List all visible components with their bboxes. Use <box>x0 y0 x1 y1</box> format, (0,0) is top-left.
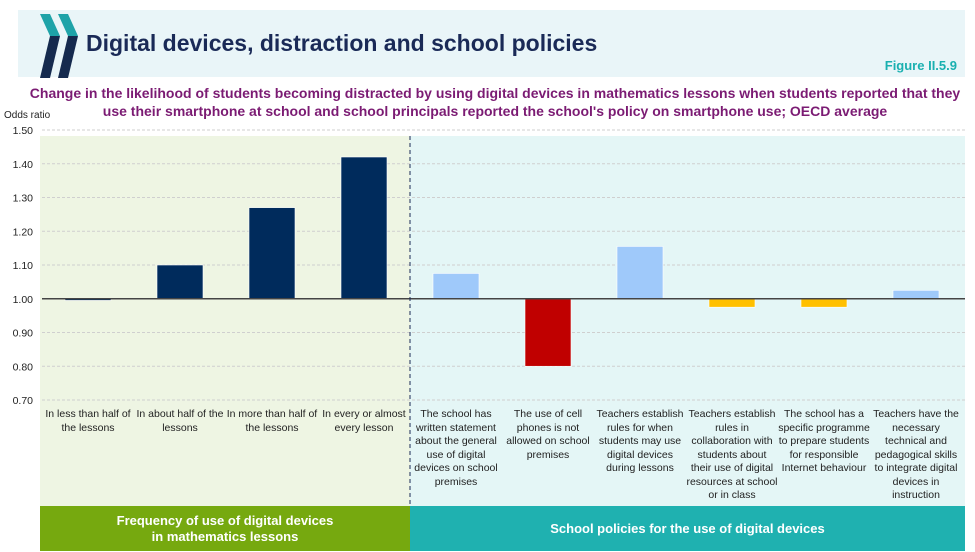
bar <box>708 298 756 308</box>
group-band-policies: School policies for the use of digital d… <box>410 506 965 551</box>
bar <box>524 298 572 367</box>
category-label: The school has written statement about t… <box>414 408 498 488</box>
y-tick-label: 1.20 <box>13 226 34 238</box>
bar <box>248 207 296 300</box>
y-tick-label: 0.90 <box>13 328 34 340</box>
y-tick-label: 1.30 <box>13 193 34 205</box>
y-tick-label: 1.10 <box>13 260 34 272</box>
group-label: Frequency of use of digital devices in m… <box>116 512 334 544</box>
group-label: School policies for the use of digital d… <box>550 520 825 536</box>
category-label: In less than half of the lessons <box>45 408 131 434</box>
category-label: Teachers establish rules in collaboratio… <box>686 408 778 501</box>
bar <box>156 264 204 300</box>
y-axis-label: Odds ratio <box>4 110 51 121</box>
category-label: The school has a specific programme to p… <box>778 408 870 474</box>
bar <box>892 290 940 300</box>
oecd-chevron-logo <box>40 14 78 78</box>
y-tick-label: 1.00 <box>13 294 34 306</box>
y-tick-label: 1.50 <box>13 125 34 137</box>
chart-title: Change in the likelihood of students bec… <box>29 85 961 119</box>
bar <box>340 156 388 300</box>
page-title: Digital devices, distraction and school … <box>86 30 598 56</box>
bar <box>432 273 480 300</box>
category-label: In every or almost every lesson <box>322 408 406 434</box>
category-label: Teachers have the necessary technical an… <box>873 408 959 501</box>
category-label: In more than half of the lessons <box>226 408 318 434</box>
y-tick-label: 0.80 <box>13 361 34 373</box>
y-tick-label: 0.70 <box>13 395 34 407</box>
group-band-frequency: Frequency of use of digital devices in m… <box>40 506 410 551</box>
category-label: The use of cell phones is not allowed on… <box>506 408 590 461</box>
figure-number: Figure II.5.9 <box>884 58 957 73</box>
y-tick-label: 1.40 <box>13 159 34 171</box>
category-label: In about half of the lessons <box>136 408 224 434</box>
bar <box>616 246 664 300</box>
bar <box>800 298 848 308</box>
category-label: Teachers establish rules for when studen… <box>596 408 684 474</box>
header-banner: Digital devices, distraction and school … <box>18 10 965 78</box>
